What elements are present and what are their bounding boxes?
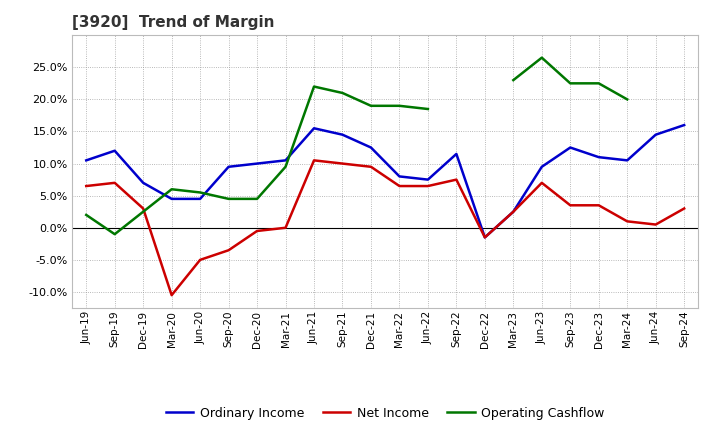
Operating Cashflow	[338, 90, 347, 95]
Ordinary Income	[480, 235, 489, 240]
Net Income	[395, 183, 404, 189]
Operating Cashflow	[82, 212, 91, 217]
Operating Cashflow	[253, 196, 261, 202]
Operating Cashflow	[595, 81, 603, 86]
Line: Ordinary Income: Ordinary Income	[86, 125, 684, 238]
Net Income	[652, 222, 660, 227]
Ordinary Income	[282, 158, 290, 163]
Net Income	[509, 209, 518, 214]
Operating Cashflow	[310, 84, 318, 89]
Net Income	[110, 180, 119, 186]
Net Income	[480, 235, 489, 240]
Ordinary Income	[595, 154, 603, 160]
Net Income	[366, 164, 375, 169]
Operating Cashflow	[282, 164, 290, 169]
Net Income	[452, 177, 461, 182]
Net Income	[338, 161, 347, 166]
Ordinary Income	[167, 196, 176, 202]
Ordinary Income	[423, 177, 432, 182]
Text: [3920]  Trend of Margin: [3920] Trend of Margin	[72, 15, 274, 30]
Ordinary Income	[452, 151, 461, 157]
Operating Cashflow	[366, 103, 375, 108]
Operating Cashflow	[423, 106, 432, 112]
Operating Cashflow	[537, 55, 546, 60]
Ordinary Income	[623, 158, 631, 163]
Ordinary Income	[225, 164, 233, 169]
Operating Cashflow	[167, 187, 176, 192]
Ordinary Income	[680, 122, 688, 128]
Operating Cashflow	[110, 231, 119, 237]
Operating Cashflow	[225, 196, 233, 202]
Operating Cashflow	[623, 97, 631, 102]
Line: Net Income: Net Income	[86, 160, 684, 295]
Net Income	[253, 228, 261, 234]
Ordinary Income	[196, 196, 204, 202]
Ordinary Income	[537, 164, 546, 169]
Net Income	[566, 203, 575, 208]
Net Income	[225, 248, 233, 253]
Line: Operating Cashflow: Operating Cashflow	[86, 58, 627, 234]
Operating Cashflow	[566, 81, 575, 86]
Ordinary Income	[82, 158, 91, 163]
Ordinary Income	[509, 209, 518, 214]
Net Income	[167, 293, 176, 298]
Net Income	[139, 206, 148, 211]
Operating Cashflow	[196, 190, 204, 195]
Ordinary Income	[652, 132, 660, 137]
Net Income	[196, 257, 204, 263]
Operating Cashflow	[139, 209, 148, 214]
Ordinary Income	[366, 145, 375, 150]
Net Income	[623, 219, 631, 224]
Ordinary Income	[139, 180, 148, 186]
Net Income	[423, 183, 432, 189]
Net Income	[282, 225, 290, 231]
Net Income	[595, 203, 603, 208]
Net Income	[537, 180, 546, 186]
Net Income	[310, 158, 318, 163]
Ordinary Income	[395, 174, 404, 179]
Ordinary Income	[253, 161, 261, 166]
Net Income	[680, 206, 688, 211]
Ordinary Income	[566, 145, 575, 150]
Ordinary Income	[310, 126, 318, 131]
Ordinary Income	[338, 132, 347, 137]
Ordinary Income	[110, 148, 119, 154]
Legend: Ordinary Income, Net Income, Operating Cashflow: Ordinary Income, Net Income, Operating C…	[161, 402, 609, 425]
Net Income	[82, 183, 91, 189]
Operating Cashflow	[509, 77, 518, 83]
Operating Cashflow	[395, 103, 404, 108]
